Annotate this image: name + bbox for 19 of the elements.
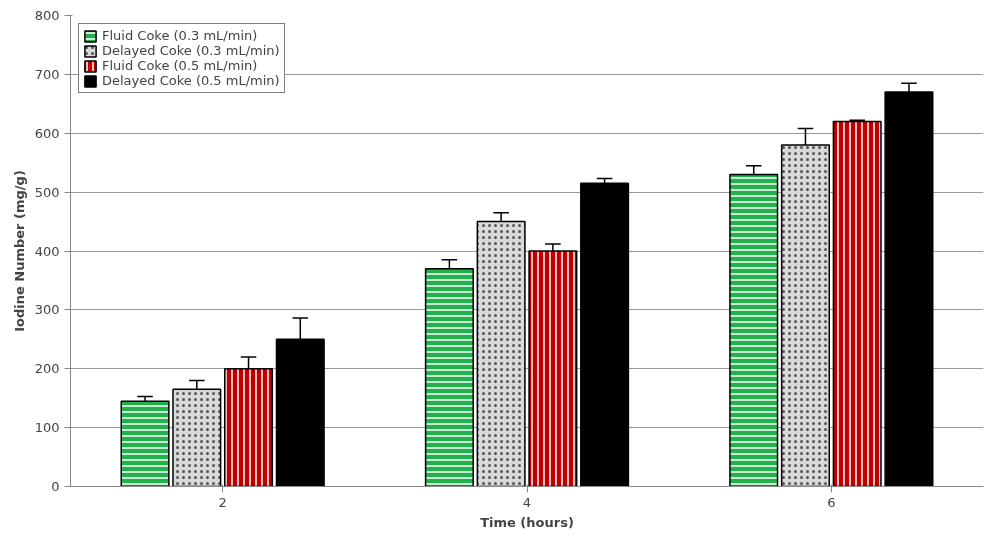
y-tick-label: 0 [51,479,60,494]
x-axis-title: Time (hours) [480,514,574,530]
y-tick-label: 600 [34,125,60,141]
legend-label: Delayed Coke (0.5 mL/min) [102,73,280,88]
legend-label: Fluid Coke (0.3 mL/min) [102,28,258,43]
y-tick-label: 300 [34,302,60,318]
legend-label: Delayed Coke (0.3 mL/min) [102,43,280,58]
x-tick-label: 6 [827,494,836,510]
x-tick-label: 2 [218,494,227,510]
y-axis-title: Iodine Number (mg/g) [11,170,27,332]
bar [580,182,630,487]
y-tick-label: 800 [34,8,60,23]
legend-label: Fluid Coke (0.5 mL/min) [102,58,258,73]
y-tick-label: 700 [34,66,60,82]
y-tick-label: 100 [34,420,60,436]
y-tick-label: 500 [34,184,60,200]
x-tick-label: 4 [522,494,532,510]
y-tick-label: 400 [34,243,60,259]
y-tick-label: 200 [34,361,60,377]
